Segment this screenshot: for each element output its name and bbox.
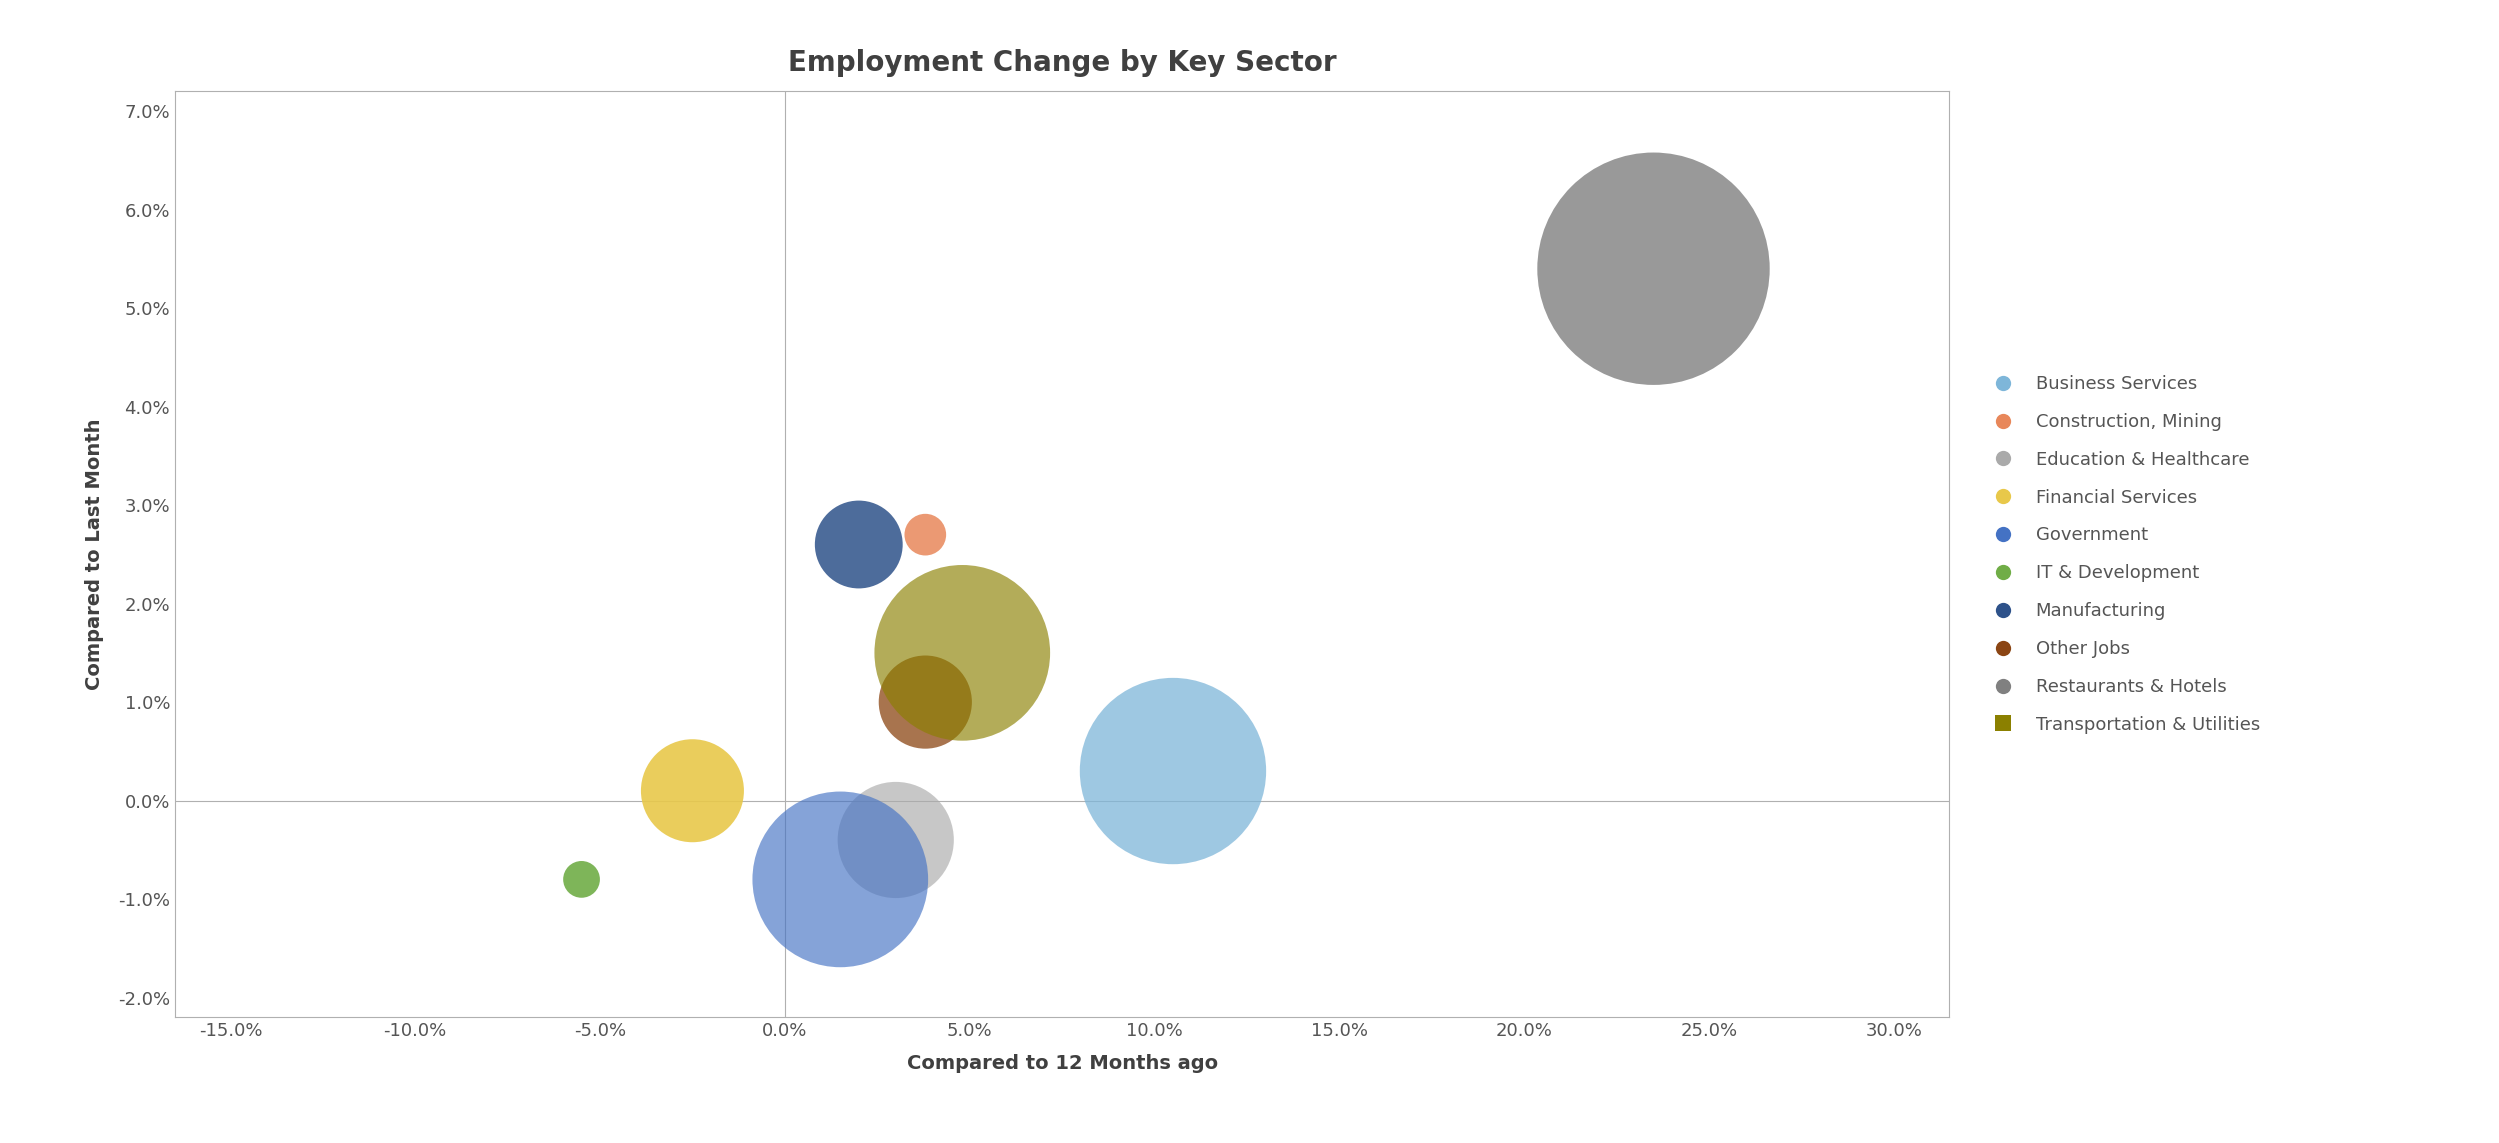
Point [840,535,880,553]
Point [1634,259,1674,278]
Point [672,782,712,800]
Point [905,693,945,711]
Point [942,644,982,662]
Point [875,831,915,849]
Point [1152,762,1192,781]
Y-axis label: Compared to Last Month: Compared to Last Month [85,418,105,690]
Title: Employment Change by Key Sector: Employment Change by Key Sector [787,49,1337,77]
X-axis label: Compared to 12 Months ago: Compared to 12 Months ago [907,1054,1217,1073]
Point [562,870,602,888]
Point [905,526,945,544]
Legend: Business Services, Construction, Mining, Education & Healthcare, Financial Servi: Business Services, Construction, Mining,… [1977,366,2269,743]
Point [820,870,860,888]
